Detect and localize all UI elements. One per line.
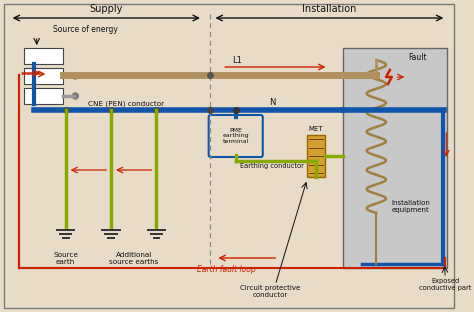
Bar xyxy=(24,68,63,84)
Circle shape xyxy=(73,73,78,79)
Text: Earth fault loop: Earth fault loop xyxy=(197,265,255,274)
Text: N: N xyxy=(269,98,275,107)
Text: Installation
equipment: Installation equipment xyxy=(392,200,430,213)
Bar xyxy=(24,88,63,104)
Bar xyxy=(24,48,63,64)
FancyBboxPatch shape xyxy=(209,115,263,157)
Circle shape xyxy=(73,93,78,99)
Text: Supply: Supply xyxy=(90,4,123,14)
Text: L1: L1 xyxy=(232,56,242,65)
Bar xyxy=(307,135,325,177)
Text: Installation: Installation xyxy=(302,4,356,14)
Bar xyxy=(343,48,447,268)
Text: Fault: Fault xyxy=(409,53,428,62)
Text: Source of energy: Source of energy xyxy=(53,25,118,33)
Text: MET: MET xyxy=(309,126,323,132)
Text: PME
earthing
terminal: PME earthing terminal xyxy=(222,128,249,144)
Text: Additional
source earths: Additional source earths xyxy=(109,252,158,265)
Text: Circuit protective
conductor: Circuit protective conductor xyxy=(240,285,301,298)
Text: Source
earth: Source earth xyxy=(53,252,78,265)
Text: Earthing conductor: Earthing conductor xyxy=(239,163,303,169)
Text: Exposed
conductive part: Exposed conductive part xyxy=(419,278,472,291)
Text: CNE (PEN) conductor: CNE (PEN) conductor xyxy=(88,100,164,107)
